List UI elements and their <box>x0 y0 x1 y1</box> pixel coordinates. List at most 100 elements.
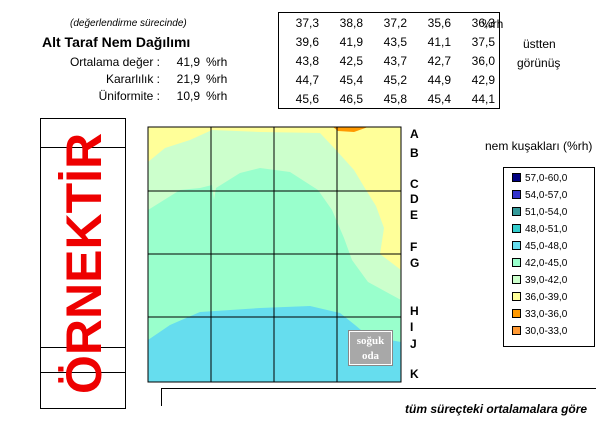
table-cell: 36,3 <box>455 12 500 32</box>
legend: 57,0-60,0 54,0-57,0 51,0-54,0 48,0-51,0 45,0… <box>503 167 595 347</box>
legend-item: 54,0-57,0 <box>512 189 567 202</box>
legend-item: 45,0-48,0 <box>512 240 567 253</box>
table-cell: 45,8 <box>367 89 411 109</box>
row-label-g: G <box>410 256 420 270</box>
table-row: 45,6 46,5 45,8 45,4 44,1 <box>278 89 500 109</box>
legend-item: 51,0-54,0 <box>512 206 567 219</box>
legend-item: 48,0-51,0 <box>512 223 567 236</box>
left-frame <box>40 118 126 409</box>
stat-label-average: Ortalama değer : <box>69 55 160 69</box>
stat-unit-average: %rh <box>206 55 228 69</box>
row-label-f: F <box>410 240 418 254</box>
legend-label: 33,0-36,0 <box>525 309 568 320</box>
table-row: 44,7 45,4 45,2 44,9 42,9 <box>278 70 500 89</box>
table-cell: 44,7 <box>278 70 323 89</box>
legend-swatch <box>512 172 521 182</box>
table-cell: 45,4 <box>411 89 455 109</box>
subtitle: (değerlendirme sürecinde) <box>70 18 187 29</box>
legend-swatch <box>512 274 521 284</box>
table-cell: 41,1 <box>427 34 451 49</box>
table-cell: 38,8 <box>323 12 367 32</box>
table-unit: %rh <box>482 17 504 31</box>
legend-label: 36,0-39,0 <box>525 292 568 303</box>
row-label-h: H <box>410 304 419 318</box>
legend-label: 48,0-51,0 <box>525 224 568 235</box>
table-cell: 44,1 <box>455 89 500 109</box>
stat-label-stability: Kararlılık : <box>105 72 160 86</box>
legend-label: 51,0-54,0 <box>525 207 568 218</box>
table-cell: 42,5 <box>339 53 363 68</box>
map-border <box>147 126 402 383</box>
side-note-top: üstten <box>523 37 556 51</box>
grid-lines <box>148 127 401 382</box>
table-cell: 42,9 <box>455 70 500 89</box>
legend-label: 30,0-33,0 <box>525 326 568 337</box>
footer-line-horizontal <box>161 388 596 389</box>
table-cell: 43,5 <box>383 34 407 49</box>
table-cell: 42,7 <box>427 53 451 68</box>
row-label-j: J <box>410 337 417 351</box>
stat-label-uniformity: Üniformite : <box>98 89 160 103</box>
table-row: 43,8 42,5 43,7 42,7 36,0 <box>278 51 500 70</box>
table-cell: 45,4 <box>339 72 363 87</box>
row-label-d: D <box>410 192 419 206</box>
table-cell: 37,5 <box>455 32 500 51</box>
band-36-39 <box>148 127 401 270</box>
band-33-36 <box>333 127 368 132</box>
row-label-a: A <box>410 127 419 141</box>
legend-label: 39,0-42,0 <box>525 275 568 286</box>
legend-item: 39,0-42,0 <box>512 274 567 287</box>
watermark-text: ÖRNEKTİR <box>56 132 112 394</box>
cold-room-line1: soğuk <box>356 335 385 347</box>
legend-swatch <box>512 240 521 250</box>
row-label-c: C <box>410 177 419 191</box>
legend-item: 36,0-39,0 <box>512 291 567 304</box>
row-label-b: B <box>410 146 419 160</box>
footer-line-vertical <box>161 388 162 406</box>
footer-note: tüm süreçteki ortalamalara göre <box>405 402 588 416</box>
table-cell: 43,8 <box>278 51 323 70</box>
table-row: 37,3 38,8 37,2 35,6 36,3 <box>278 12 500 32</box>
table-cell: 43,7 <box>383 53 407 68</box>
legend-item: 30,0-33,0 <box>512 325 567 338</box>
legend-title: nem kuşakları (%rh) <box>485 139 593 153</box>
legend-label: 42,0-45,0 <box>525 258 568 269</box>
legend-label: 54,0-57,0 <box>525 190 568 201</box>
row-label-i: I <box>410 320 414 334</box>
value-table: 37,3 38,8 37,2 35,6 36,3 39,6 41,9 43,5 41,1 37,5… <box>278 12 500 109</box>
legend-item: 57,0-60,0 <box>512 172 567 185</box>
table-cell: 35,6 <box>411 12 455 32</box>
legend-swatch <box>512 325 521 335</box>
legend-swatch <box>512 291 521 301</box>
legend-swatch <box>512 308 521 318</box>
humidity-contour-map <box>147 126 402 383</box>
table-cell: 46,5 <box>323 89 367 109</box>
cold-room-label: soğuk oda <box>348 330 393 366</box>
legend-swatch <box>512 257 521 267</box>
stat-value-stability: 21,9 <box>176 72 200 86</box>
legend-item: 33,0-36,0 <box>512 308 567 321</box>
legend-swatch <box>512 206 521 216</box>
cold-room-line2: oda <box>361 350 380 362</box>
table-cell: 37,3 <box>278 12 323 32</box>
table-row: 39,6 41,9 43,5 41,1 37,5 <box>278 32 500 51</box>
stat-unit-stability: %rh <box>206 72 228 86</box>
table-cell: 44,9 <box>427 72 451 87</box>
table-cell: 36,0 <box>455 51 500 70</box>
legend-label: 57,0-60,0 <box>525 173 568 184</box>
row-label-k: K <box>410 367 419 381</box>
legend-item: 42,0-45,0 <box>512 257 567 270</box>
table-cell: 45,6 <box>278 89 323 109</box>
legend-swatch <box>512 189 521 199</box>
chart-title: Alt Taraf Nem Dağılımı <box>42 34 191 50</box>
table-cell: 37,2 <box>367 12 411 32</box>
table-cell: 45,2 <box>383 72 407 87</box>
row-label-e: E <box>410 208 419 222</box>
stat-value-average: 41,9 <box>176 55 200 69</box>
table-cell: 39,6 <box>278 32 323 51</box>
stat-unit-uniformity: %rh <box>206 89 228 103</box>
legend-label: 45,0-48,0 <box>525 241 568 252</box>
table-cell: 41,9 <box>339 34 363 49</box>
side-note-view: görünüş <box>517 56 561 70</box>
stat-value-uniformity: 10,9 <box>176 89 200 103</box>
